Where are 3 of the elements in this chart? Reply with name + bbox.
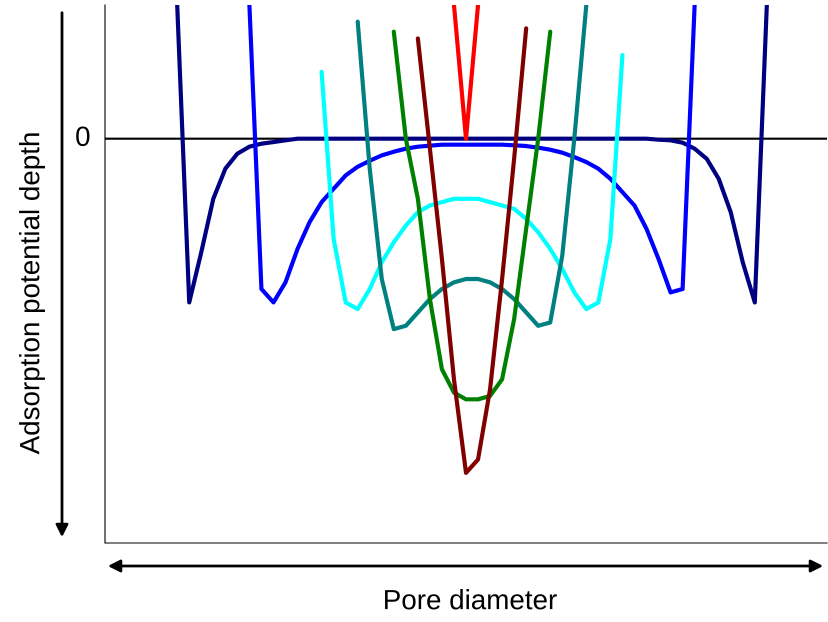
y-axis-title: Adsorption potential depth bbox=[19, 133, 45, 454]
ref-line-label: 0 bbox=[76, 126, 90, 146]
x-axis-title: Pore diameter bbox=[385, 589, 557, 610]
